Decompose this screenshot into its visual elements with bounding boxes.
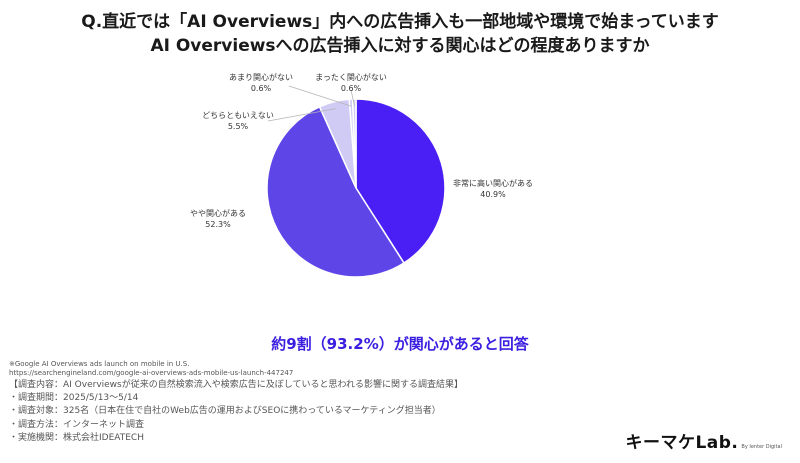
pie-slice-2 (266, 105, 406, 278)
logo-subtext: By Ienter Digital (741, 444, 782, 450)
brand-logo: キーマケLab. By Ienter Digital (625, 428, 782, 453)
survey-target: ・調査対象：325名（日本在住で自社のWeb広告の運用およびSEOに携わっている… (9, 406, 441, 417)
slice-value-5: 0.6% (341, 84, 362, 93)
slice-value-1: 40.9% (480, 190, 506, 199)
leader-line-5 (350, 89, 355, 107)
slice-label-4: あまり関心がない (229, 72, 293, 82)
footnote-source: ※Google AI Overviews ads launch on mobil… (9, 360, 190, 368)
leader-line-3 (267, 108, 336, 122)
chart-title-line2: AI Overviewsへの広告挿入に対する関心はどの程度ありますか (150, 36, 650, 56)
survey-method: ・調査方法：インターネット調査 (9, 419, 145, 430)
summary-text: 約9割（93.2%）が関心があると回答 (271, 335, 529, 353)
logo-text: キーマケLab. (625, 433, 739, 453)
footnote-url: https://searchengineland.com/google-ai-o… (9, 369, 294, 377)
slice-value-2: 52.3% (205, 220, 231, 229)
survey-content: 【調査内容：AI Overviewsが従来の自然検索流入や検索広告に及ぼしている… (9, 380, 464, 390)
survey-organization: ・実施機関：株式会社IDEATECH (9, 432, 144, 443)
leader-line-4 (288, 85, 352, 107)
survey-period: ・調査期間：2025/5/13〜5/14 (9, 393, 139, 404)
slice-value-3: 5.5% (228, 122, 249, 131)
chart-title-line1: Q.直近では「AI Overviews」内への広告挿入も一部地域や環境で始まって… (81, 12, 719, 32)
slice-label-3: どちらともいえない (202, 111, 274, 120)
survey-details: 【調査内容：AI Overviewsが従来の自然検索流入や検索広告に及ぼしている… (9, 379, 463, 445)
slice-value-4: 0.6% (251, 84, 272, 93)
slice-label-5: まったく関心がない (315, 72, 387, 82)
slice-label-1: 非常に高い関心がある (453, 178, 533, 188)
slice-label-2: やや関心がある (190, 208, 246, 218)
